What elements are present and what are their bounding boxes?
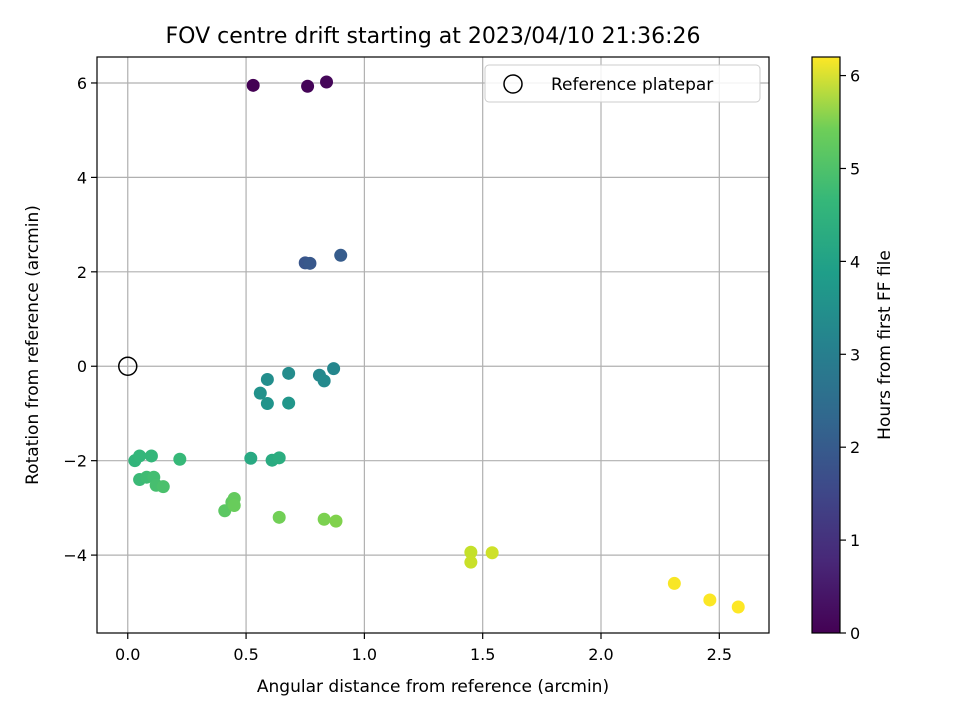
data-point [282,396,296,410]
data-point [667,576,681,590]
data-point [329,514,343,528]
data-point [156,480,170,494]
x-axis-ticks: 0.0 0.5 1.0 1.5 2.0 2.5 [115,633,732,664]
legend-entry-reference: Reference platepar [551,75,713,95]
data-point [464,545,478,559]
colorbar-tick-label: 4 [850,252,860,271]
reference-platepar-marker [118,356,138,376]
x-tick-label: 1.5 [470,645,495,664]
x-axis-label: Angular distance from reference (arcmin) [257,677,609,697]
data-point [327,362,341,376]
data-point [703,593,717,607]
grid-lines [97,57,769,633]
colorbar-gradient [812,57,840,633]
data-point [253,386,267,400]
data-point [260,397,274,411]
y-axis-ticks: −4 −2 0 2 4 6 [63,74,97,565]
y-tick-label: −2 [63,452,87,471]
legend-box [484,64,761,103]
data-point [218,504,232,518]
data-point [317,512,331,526]
data-point [282,366,296,380]
y-tick-label: 2 [77,263,87,282]
y-axis-label: Rotation from reference (arcmin) [23,205,43,485]
y-tick-label: 4 [77,168,87,187]
data-points [128,75,745,614]
colorbar: 0 1 2 3 4 5 6 Hours from first FF file [811,56,895,643]
chart-title: FOV centre drift starting at 2023/04/10 … [166,24,701,49]
data-point [144,449,158,463]
data-point [133,449,147,463]
colorbar-label: Hours from first FF file [875,250,895,440]
data-point [320,75,334,89]
data-point [731,600,745,614]
data-point [464,555,478,569]
data-point [301,79,315,93]
legend: Reference platepar [484,64,761,103]
colorbar-frame [811,56,841,634]
y-tick-label: 6 [77,74,87,93]
y-tick-label: 0 [77,357,87,376]
data-point [303,256,317,270]
reference-marker [118,356,138,376]
x-tick-label: 2.5 [707,645,732,664]
legend-marker-icon [503,74,523,94]
colorbar-tick-label: 2 [850,438,860,457]
data-point [485,546,499,560]
colorbar-tick-label: 5 [850,159,860,178]
x-tick-label: 0.0 [115,645,140,664]
data-point [317,374,331,388]
x-tick-label: 0.5 [233,645,258,664]
data-point [260,372,274,386]
data-point [173,452,187,466]
y-tick-label: −4 [63,546,87,565]
data-point [272,451,286,465]
x-tick-label: 2.0 [588,645,613,664]
x-tick-label: 1.0 [352,645,377,664]
colorbar-tick-label: 3 [850,345,860,364]
data-point [272,510,286,524]
data-point [227,499,241,513]
data-point [246,78,260,92]
colorbar-ticks: 0 1 2 3 4 5 6 [840,67,860,643]
colorbar-tick-label: 0 [850,624,860,643]
plot-frame [96,56,770,634]
data-point [244,451,258,465]
colorbar-tick-label: 6 [850,67,860,86]
colorbar-tick-label: 1 [850,531,860,550]
data-point [334,248,348,262]
